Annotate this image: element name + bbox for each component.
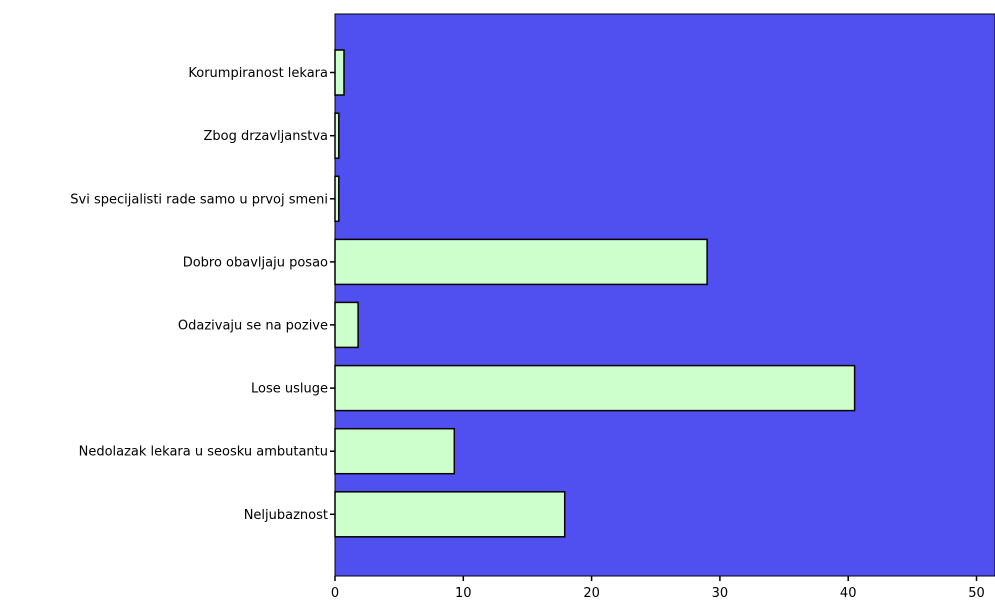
bar-5 (334, 364, 856, 412)
bar-7 (334, 491, 566, 538)
x-tick-label-1: 10 (455, 586, 472, 601)
bar-2 (334, 175, 340, 223)
bar-0 (334, 49, 345, 96)
category-label-0: Korumpiranost lekara (188, 66, 328, 81)
category-label-5: Lose usluge (251, 382, 328, 397)
bar-3 (334, 238, 708, 286)
x-tick-label-2: 20 (583, 586, 600, 601)
x-tick-label-0: 0 (331, 586, 339, 601)
category-label-1: Zbog drzavljanstva (203, 129, 328, 144)
category-label-3: Dobro obavljaju posao (183, 255, 328, 270)
x-axis: 0 10 20 30 40 50 (331, 576, 985, 601)
category-label-7: Neljubaznost (244, 508, 328, 523)
category-label-2: Svi specijalisti rade samo u prvoj smeni (70, 192, 328, 207)
bars-group (334, 49, 856, 538)
bar-6 (334, 427, 456, 475)
category-label-6: Nedolazak lekara u seosku ambutantu (79, 445, 328, 460)
x-tick-label-5: 50 (968, 586, 985, 601)
bar-4 (334, 301, 359, 349)
category-labels: Korumpiranost lekara Zbog drzavljanstva Sv… (70, 66, 335, 523)
x-tick-label-3: 30 (712, 586, 729, 601)
bar-1 (334, 112, 340, 159)
category-label-4: Odazivaju se na pozive (178, 318, 328, 333)
x-tick-label-4: 40 (840, 586, 857, 601)
plot-area (334, 13, 995, 577)
